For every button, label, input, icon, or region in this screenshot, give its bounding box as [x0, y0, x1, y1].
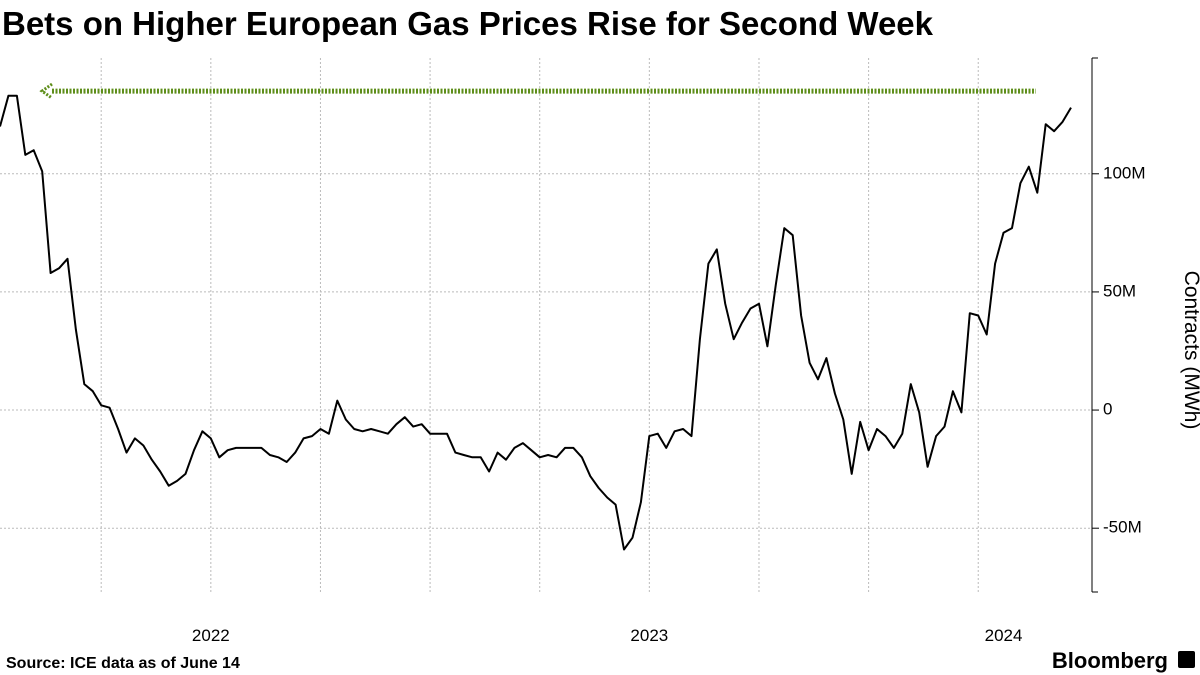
brand: Bloomberg [1052, 648, 1168, 673]
x-tick-label: 2023 [630, 626, 668, 645]
y-tick-label: -50M [1103, 518, 1142, 537]
data-line [0, 94, 1072, 551]
x-tick-label: 2024 [985, 626, 1023, 645]
reference-arrowhead [39, 82, 53, 100]
x-tick-label: 2022 [192, 626, 230, 645]
chart-title: Bets on Higher European Gas Prices Rise … [2, 5, 934, 42]
y-tick-label: 0 [1103, 400, 1112, 419]
brand-icon [1178, 651, 1195, 668]
y-tick-label: 50M [1103, 281, 1136, 300]
source: Source: ICE data as of June 14 [6, 655, 240, 672]
y-tick-label: 100M [1103, 163, 1146, 182]
y-axis-label: Contracts (MWh) [1180, 271, 1200, 430]
